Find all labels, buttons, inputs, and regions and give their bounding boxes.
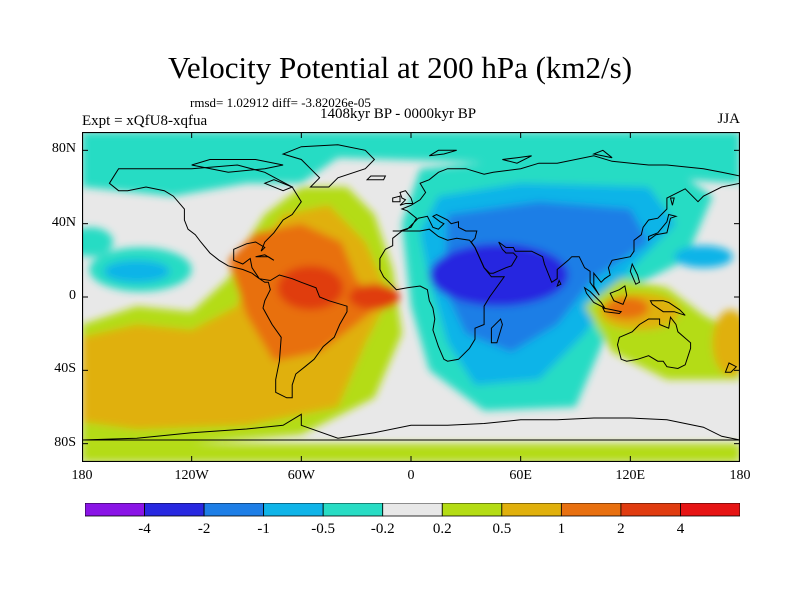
coastline [429,149,457,157]
colorbar-swatch [203,503,265,517]
colorbar-swatch [501,503,562,517]
coastline [281,144,376,188]
contour-fill [604,297,649,319]
coastline [255,254,275,261]
experiment-label: Expt = xQfU8-xqfua [82,113,208,129]
x-tick-label: 60E [509,468,532,483]
colorbar-swatch [560,503,622,517]
coastline [108,164,348,399]
coastline [592,149,613,159]
stats-line: rmsd= 1.02912 diff= -3.82026e-05 [190,95,371,110]
coastline [602,307,623,315]
coastline [724,362,738,373]
y-tick-label: 80N [51,141,76,157]
colorbar-label: 4 [676,521,685,537]
x-tick-label: 60W [287,468,315,483]
y-tick-label: 0 [69,288,76,303]
coastline [616,315,692,370]
x-tick-label: 0 [407,468,415,483]
colorbar-swatch [620,503,681,517]
coastline [502,155,532,164]
y-tick-label: 40N [51,214,76,230]
colorbar-swatch [680,503,740,517]
chart-title: Velocity Potential at 200 hPa (km2/s) [167,50,633,85]
y-tick-label: 40S [54,361,76,377]
coastline [263,179,294,192]
coastline [649,300,686,316]
season-label: JJA [717,111,740,127]
contour-fill [82,132,740,197]
coastline [648,213,678,242]
coastline [392,195,401,203]
contour-fill [429,243,569,307]
coastline [379,228,506,362]
colorbar-label: -4 [138,521,151,537]
coastline [490,318,503,344]
x-tick-label: 120W [174,468,209,483]
coastline [669,197,675,206]
y-tick-label: 80S [54,434,76,450]
colorbar-label: -0.5 [311,521,336,537]
colorbar-swatch [322,503,384,517]
x-tick-label: 180 [729,468,751,483]
x-tick-label: 180 [71,468,93,483]
coastline [629,262,641,285]
colorbar-label: 1 [557,521,566,537]
contour-fill [82,443,740,462]
coastline [365,175,387,181]
colorbar-swatch [382,503,443,517]
colorbar-swatch [263,503,324,517]
period-label: 1408kyr BP - 0000kyr BP [320,106,477,122]
contour-fill [348,284,401,310]
coastline [392,155,740,296]
colorbar-label: 0.5 [492,521,512,537]
colorbar-swatch [441,503,503,517]
colorbar-label: 0.2 [432,521,452,537]
colorbar-label: -1 [257,521,270,537]
coastline [191,159,284,173]
contour-fill [277,265,344,310]
colorbar-swatch [144,503,205,517]
colorbar-label: -0.2 [370,521,395,537]
coastline [82,413,740,441]
colorbar-swatch [85,503,145,517]
coastline [556,279,562,287]
contour-fill [712,309,740,376]
contour-fill [82,227,114,257]
coastline [609,285,628,305]
contour-fill [103,260,170,283]
colorbar-label: -2 [197,521,211,537]
map-plot [82,132,740,462]
x-tick-label: 120E [615,468,646,483]
colorbar-label: 2 [617,521,625,537]
coastline [399,190,414,206]
colorbar [85,503,740,517]
contour-fill [674,245,733,268]
